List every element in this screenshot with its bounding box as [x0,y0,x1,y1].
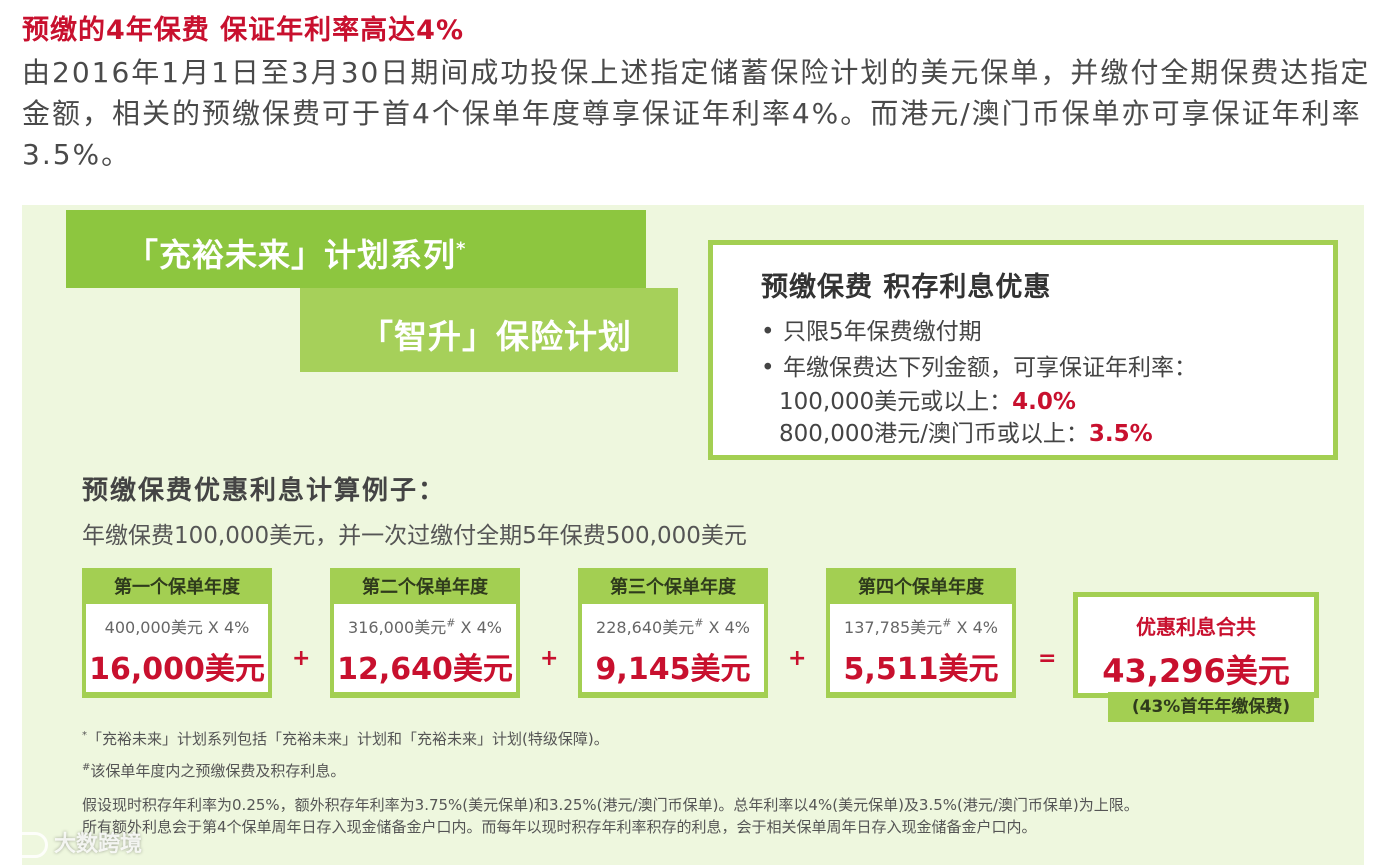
series-footnote-mark: * [456,238,467,260]
year-calc: 228,640美元# X 4% [596,616,750,637]
year-calc: 316,000美元# X 4% [348,616,502,637]
bullet-icon: • [761,319,775,345]
total-amount: 43,296美元 [1102,652,1290,690]
year-label: 第一个保单年度 [114,577,240,598]
year-calc: 400,000美元 X 4% [104,618,250,637]
offer-item-text: 年缴保费达下列金额，可享保证年利率： [783,355,1197,381]
hkd-rate-line: 800,000港元/澳门币或以上：3.5% [761,418,1333,450]
hkd-rate: 3.5% [1088,421,1153,447]
total-interest-box: 优惠利息合共 43,296美元 [1073,592,1319,698]
hkd-threshold: 800,000港元/澳门币或以上： [779,421,1089,447]
example-subtitle: 年缴保费100,000美元，并一次过缴付全期5年保费500,000美元 [82,523,747,549]
plan-band: 「智升」保险计划 [300,288,678,372]
year-calc: 137,785美元# X 4% [844,616,998,637]
footnote-assumption: 假设现时积存年利率为0.25%，额外积存年利率为3.75%(美元保单)和3.25… [82,796,1139,814]
plus-sign: + [540,646,559,671]
plus-sign: + [292,646,311,671]
offer-item-text: 只限5年保费缴付期 [783,319,982,345]
plan-name: 「智升」保险计划 [360,317,632,356]
year-box-4: 第四个保单年度 137,785美元# X 4% 5,511美元 [826,568,1016,698]
watermark-logo-icon [8,832,48,858]
series-band: 「充裕未来」计划系列* [66,210,646,288]
bullet-icon: • [761,355,775,381]
series-name: 「充裕未来」计划系列 [126,236,457,274]
offer-box: 预缴保费 积存利息优惠 • 只限5年保费缴付期 • 年缴保费达下列金额，可享保证年利… [708,240,1338,460]
usd-threshold: 100,000美元或以上： [779,389,1013,415]
footnote-series: *「充裕未来」计划系列包括「充裕未来」计划和「充裕未来」计划(特级保障)。 [82,730,609,748]
year-label: 第二个保单年度 [362,577,488,598]
example-title: 预缴保费优惠利息计算例子： [82,476,447,506]
plus-sign: + [788,646,807,671]
offer-item-threshold: • 年缴保费达下列金额，可享保证年利率： [761,350,1333,386]
year-label: 第四个保单年度 [858,577,984,598]
watermark: 大数跨境 [8,826,142,858]
year-label: 第三个保单年度 [610,577,736,598]
year-box-2: 第二个保单年度 316,000美元# X 4% 12,640美元 [330,568,520,698]
intro-paragraph: 由2016年1月1日至3月30日期间成功投保上述指定储蓄保险计划的美元保单，并缴… [22,56,1371,171]
offer-heading: 预缴保费 积存利息优惠 [761,272,1052,303]
footnote-interest-deposit: 所有额外利息会于第4个保单周年日存入现金储备金户口内。而每年以现时积存年利率积存… [82,818,1037,836]
page-title: 预缴的4年保费 保证年利率高达4% [22,15,465,46]
year-box-1: 第一个保单年度 400,000美元 X 4% 16,000美元 [82,568,272,698]
total-note: (43%首年年缴保费) [1108,692,1314,722]
footnote-hash: #该保单年度内之预缴保费及积存利息。 [82,762,346,780]
year-amount: 9,145美元 [595,652,751,687]
year-amount: 12,640美元 [337,652,513,687]
usd-rate-line: 100,000美元或以上：4.0% [761,386,1333,418]
year-amount: 16,000美元 [89,652,265,687]
total-label: 优惠利息合共 [1136,615,1256,639]
year-box-3: 第三个保单年度 228,640美元# X 4% 9,145美元 [578,568,768,698]
year-amount: 5,511美元 [843,652,999,687]
equals-sign: = [1038,646,1057,671]
offer-item-payment-period: • 只限5年保费缴付期 [761,314,1333,350]
usd-rate: 4.0% [1012,389,1076,415]
